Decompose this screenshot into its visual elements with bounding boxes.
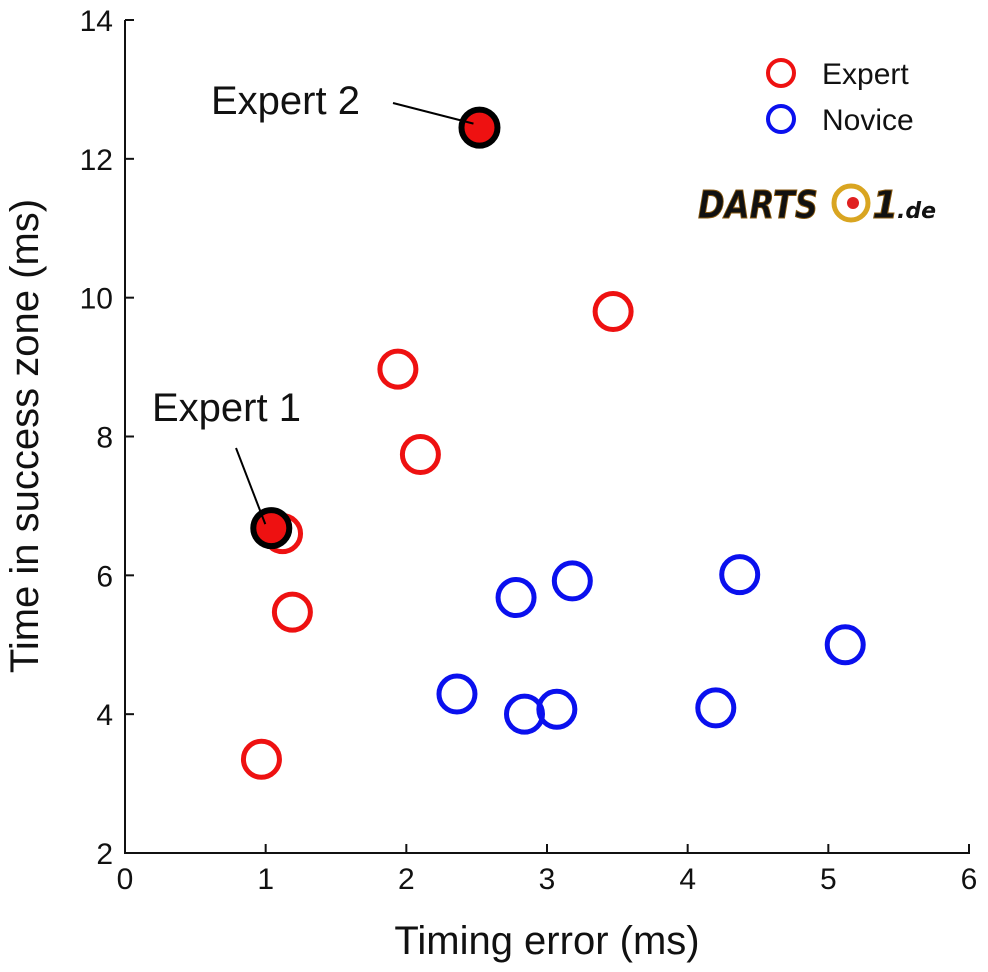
data-point-expert [240,738,282,780]
logo-digit: 1 [872,183,898,227]
legend: Expert Novice [766,58,914,137]
y-axis-title: Time in success zone (ms) [3,199,47,673]
legend-label-novice: Novice [822,104,914,137]
annotation-expert-2: Expert 2 [211,79,360,123]
annotations: Expert 2 Expert 1 [152,79,474,525]
y-tick-label: 8 [96,422,113,455]
annotation-expert-1: Expert 1 [152,386,301,430]
x-tick-label: 4 [679,863,696,896]
y-tick-label: 6 [96,560,113,593]
data-point-novice [536,688,578,730]
data-point-novice [719,554,761,596]
y-tick-label: 10 [80,283,113,316]
data-point-expert [399,434,441,476]
data-point-novice [436,673,478,715]
x-tick-label: 2 [398,863,415,896]
data-point-novice [824,624,866,666]
data-point-novice [495,577,537,619]
data-points [240,106,866,780]
x-axis-title: Timing error (ms) [394,919,699,963]
annotation-leader-line [235,447,267,525]
dartsoi-logo: DARTS 1 .de [698,183,937,228]
data-point-expert [377,348,419,390]
data-point-novice [695,687,737,729]
x-tick-label: 5 [820,863,837,896]
logo-suffix: .de [897,199,936,224]
x-tick-label: 6 [961,863,978,896]
data-point-expert [271,591,313,633]
logo-word: DARTS [698,183,818,227]
y-tick-label: 14 [80,5,113,38]
x-tick-label: 1 [257,863,274,896]
x-tick-label: 0 [117,863,134,896]
highlighted-point-expert-1 [250,507,293,550]
y-tick-label: 2 [96,838,113,871]
data-point-novice [503,693,545,735]
legend-marker-novice [766,104,796,134]
data-point-novice [551,560,593,602]
highlighted-point-expert-2 [458,106,501,149]
annotation-leader-line [392,102,474,125]
x-tick-label: 3 [539,863,556,896]
logo-bullseye-icon [847,197,859,209]
legend-label-expert: Expert [822,58,909,91]
legend-marker-expert [766,58,796,88]
y-tick-label: 12 [80,144,113,177]
data-point-expert [592,291,634,333]
y-tick-label: 4 [96,699,113,732]
